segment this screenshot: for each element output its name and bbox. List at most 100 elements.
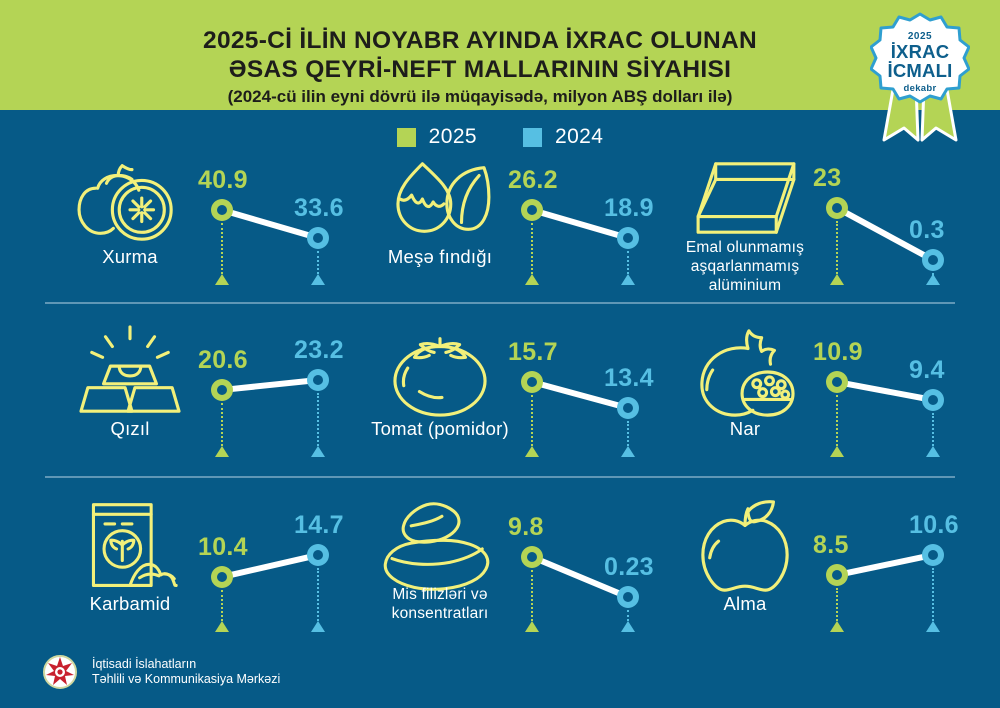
- product-label: Xurma: [102, 246, 158, 267]
- data-point-2025[interactable]: [521, 371, 543, 393]
- data-point-2024[interactable]: [617, 227, 639, 249]
- marker-triangle-2024: [926, 446, 940, 457]
- marker-triangle-2025: [215, 274, 229, 285]
- data-point-2024[interactable]: [922, 389, 944, 411]
- value-label-2024: 33.6: [294, 194, 344, 222]
- stem-2024: [627, 610, 629, 621]
- data-point-2024[interactable]: [922, 249, 944, 271]
- data-point-2024[interactable]: [307, 227, 329, 249]
- legend-label-2024: 2024: [555, 125, 604, 148]
- badge-main-line1: İXRAC: [890, 40, 950, 62]
- stem-2024: [317, 393, 319, 446]
- product-label: Tomat (pomidor): [371, 418, 509, 439]
- marker-triangle-2024: [621, 621, 635, 632]
- marker-triangle-2025: [830, 274, 844, 285]
- legend-swatch-2024: [523, 127, 542, 147]
- legend-swatch-2025: [396, 127, 416, 147]
- stem-2024: [627, 421, 629, 446]
- comparison-plot: 26.2 18.9: [508, 150, 675, 310]
- product-item: Emal olunmamış aşqarlanmamış alüminium 23…: [655, 150, 975, 310]
- value-label-2025: 10.4: [198, 533, 248, 561]
- value-label-2024: 0.3: [909, 216, 945, 244]
- marker-triangle-2025: [215, 446, 229, 457]
- product-item: Tomat (pomidor) 15.7 13.4: [350, 322, 670, 482]
- marker-triangle-2025: [830, 446, 844, 457]
- legend-label-2025: 2025: [428, 125, 477, 148]
- items-row: Xurma 40.9 33.6 Meşə fındığı 26.2 18.9 Emal …: [0, 150, 1000, 310]
- hazelnut-icon: [370, 150, 510, 250]
- data-point-2025[interactable]: [521, 199, 543, 221]
- stem-2024: [932, 413, 934, 446]
- product-label: Qızıl: [110, 418, 150, 439]
- value-label-2025: 9.8: [508, 513, 544, 541]
- row-divider: [45, 302, 955, 304]
- value-label-2025: 10.9: [813, 338, 863, 366]
- stem-2024: [317, 251, 319, 274]
- aluminium-ingot-icon: [675, 150, 815, 250]
- badge-text: 2025 İXRAC İCMALI dekabr: [870, 12, 970, 112]
- data-point-2025[interactable]: [211, 199, 233, 221]
- comparison-plot: 9.8 0.23: [508, 497, 675, 657]
- legend-item-2024: 2024: [523, 125, 603, 149]
- value-label-2024: 18.9: [604, 194, 654, 222]
- stem-2025: [221, 223, 223, 274]
- product-label: Nar: [729, 418, 761, 439]
- stem-2024: [627, 251, 629, 274]
- badge-seal-icon: [870, 12, 970, 104]
- items-row: Qızıl 20.6 23.2 Tomat (pomidor) 15.7 13.4 Na…: [0, 322, 1000, 482]
- organization-name-line1: İqtisadi İslahatların: [92, 657, 197, 671]
- marker-triangle-2025: [215, 621, 229, 632]
- connector-line: [221, 377, 319, 393]
- marker-triangle-2024: [311, 446, 325, 457]
- product-item: Alma 8.5 10.6: [655, 497, 975, 657]
- value-label-2025: 20.6: [198, 346, 248, 374]
- value-label-2025: 40.9: [198, 166, 248, 194]
- data-point-2025[interactable]: [211, 566, 233, 588]
- comparison-plot: 15.7 13.4: [508, 322, 675, 482]
- legend: 2025 2024: [0, 120, 1000, 154]
- marker-triangle-2025: [525, 274, 539, 285]
- product-label: Alma: [723, 593, 767, 614]
- page-title-line2: ƏSAS QEYRİ-NEFT MALLARININ SİYAHISI: [228, 56, 732, 83]
- stem-2025: [221, 403, 223, 446]
- row-divider: [45, 476, 955, 478]
- value-label-2024: 14.7: [294, 511, 344, 539]
- stem-2025: [836, 221, 838, 274]
- comparison-plot: 40.9 33.6: [198, 150, 365, 310]
- product-label: Karbamid: [89, 593, 171, 614]
- footer: İqtisadi İslahatların Təhlili və Kommuni…: [40, 652, 280, 692]
- stem-2025: [531, 395, 533, 446]
- data-point-2025[interactable]: [826, 564, 848, 586]
- marker-triangle-2025: [525, 621, 539, 632]
- marker-triangle-2024: [621, 274, 635, 285]
- data-point-2024[interactable]: [307, 369, 329, 391]
- marker-triangle-2024: [926, 274, 940, 285]
- marker-triangle-2024: [311, 621, 325, 632]
- copper-ore-icon: [370, 497, 510, 597]
- stem-2025: [836, 395, 838, 446]
- product-label: Emal olunmamış aşqarlanmamış alüminium: [685, 239, 805, 294]
- header-band: 2025-Cİ İLİN NOYABR AYINDA İXRAC OLUNAN …: [0, 0, 1000, 142]
- data-point-2024[interactable]: [922, 544, 944, 566]
- title-block: 2025-Cİ İLİN NOYABR AYINDA İXRAC OLUNAN …: [120, 26, 840, 109]
- stem-2024: [317, 568, 319, 621]
- data-point-2024[interactable]: [307, 544, 329, 566]
- marker-triangle-2025: [830, 621, 844, 632]
- organization-name-line2: Təhlili və Kommunikasiya Mərkəzi: [92, 672, 281, 686]
- data-point-2025[interactable]: [211, 379, 233, 401]
- comparison-plot: 8.5 10.6: [813, 497, 980, 657]
- persimmon-icon: [60, 150, 200, 250]
- value-label-2024: 13.4: [604, 364, 654, 392]
- stem-2025: [531, 223, 533, 274]
- tomato-icon: [370, 322, 510, 422]
- product-item: Xurma 40.9 33.6: [40, 150, 360, 310]
- organization-name: İqtisadi İslahatların Təhlili və Kommuni…: [92, 657, 280, 687]
- data-point-2024[interactable]: [617, 397, 639, 419]
- data-point-2025[interactable]: [521, 546, 543, 568]
- comparison-plot: 23 0.3: [813, 150, 980, 310]
- data-point-2025[interactable]: [826, 197, 848, 219]
- data-point-2024[interactable]: [617, 586, 639, 608]
- comparison-plot: 10.4 14.7: [198, 497, 365, 657]
- data-point-2025[interactable]: [826, 371, 848, 393]
